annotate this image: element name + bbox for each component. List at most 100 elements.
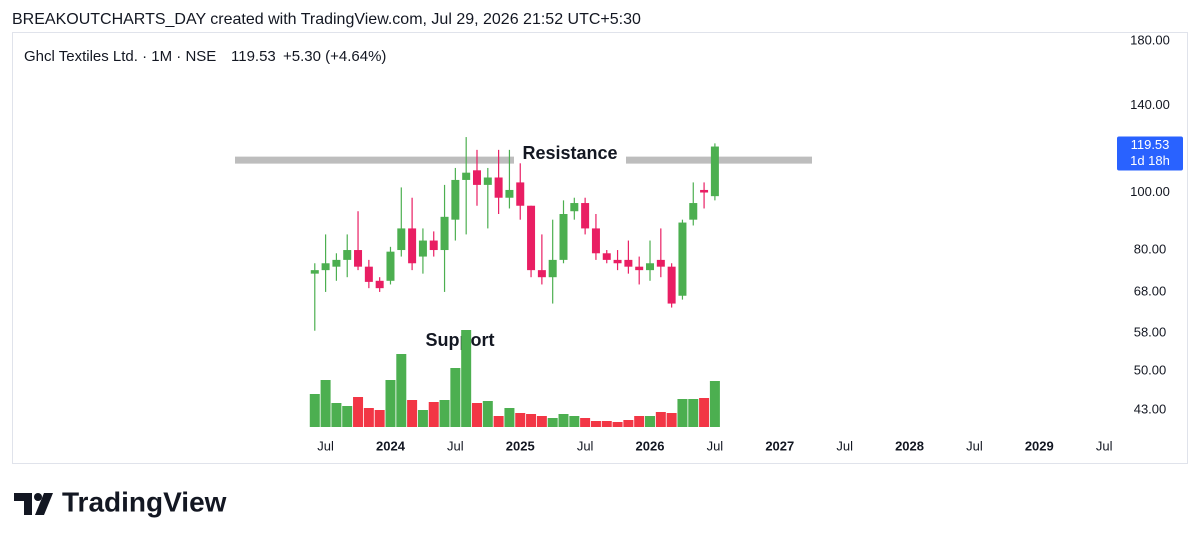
volume-bar <box>482 401 493 427</box>
x-tick-label: Jul <box>836 438 853 453</box>
volume-bar <box>407 400 418 427</box>
volume-bar <box>353 397 364 427</box>
x-tick-label: 2026 <box>636 438 665 453</box>
x-tick-label: Jul <box>707 438 724 453</box>
header: BREAKOUTCHARTS_DAY created with TradingV… <box>12 11 641 28</box>
candle-body <box>375 280 384 289</box>
candle-body <box>613 259 622 264</box>
volume-bar <box>461 330 472 427</box>
candle-body <box>429 240 438 251</box>
y-tick-label: 58.00 <box>1134 324 1167 339</box>
volume-bar <box>536 416 547 427</box>
x-tick-label: 2025 <box>506 438 535 453</box>
volume-bar <box>515 413 526 427</box>
candle-body <box>472 170 481 185</box>
candle-body <box>559 214 568 260</box>
candle-body <box>537 270 546 278</box>
candle-body <box>397 228 406 251</box>
volume-bar <box>331 403 342 427</box>
legend-price: 119.53 <box>231 48 276 65</box>
volume-bar <box>623 420 634 427</box>
chart-title: Ghcl Textiles Ltd. · 1M · NSE <box>24 48 216 65</box>
candle-body <box>624 259 633 267</box>
x-tick-label: Jul <box>966 438 983 453</box>
candle-body <box>516 182 525 206</box>
x-tick-label: 2027 <box>765 438 794 453</box>
volume-bar <box>677 399 688 427</box>
candle-body <box>321 263 330 271</box>
price-label-box <box>1117 136 1183 171</box>
volume-bar <box>504 408 515 427</box>
x-tick-label: 2024 <box>376 438 406 453</box>
x-tick-label: Jul <box>447 438 464 453</box>
volume-bar <box>526 414 537 427</box>
candle-body <box>581 203 590 229</box>
legend-change: +5.30 (+4.64%) <box>283 48 386 65</box>
volume-bar <box>417 410 428 427</box>
candle-body <box>418 240 427 257</box>
volume-bar <box>590 421 601 427</box>
volume-bar <box>699 398 710 427</box>
candle-body <box>440 216 449 251</box>
volume-bar <box>634 416 645 427</box>
volume-bar <box>558 414 569 427</box>
volume-bar <box>471 403 482 427</box>
y-tick-label: 43.00 <box>1134 402 1167 417</box>
logo <box>14 493 53 515</box>
volume-bar <box>666 413 677 427</box>
volume-bar <box>320 380 331 427</box>
candle-body <box>386 251 395 281</box>
y-tick-label: 50.00 <box>1134 363 1167 378</box>
candle-body <box>332 259 341 267</box>
volume-bar <box>428 402 439 427</box>
candle-body <box>667 266 676 304</box>
candle-body <box>505 189 514 198</box>
candle-body <box>548 259 557 278</box>
resistance-label-bg <box>514 149 626 170</box>
volume-bar <box>439 400 450 427</box>
y-tick-label: 68.00 <box>1134 283 1167 298</box>
candle-body <box>656 259 665 267</box>
volume-bar <box>396 354 407 427</box>
y-tick-label: 80.00 <box>1134 241 1167 256</box>
frame <box>12 32 1188 464</box>
y-tick-label: 100.00 <box>1130 184 1170 199</box>
candle-body <box>689 203 698 220</box>
volume-bar <box>580 418 591 427</box>
volume-bar <box>655 412 666 427</box>
candle-body <box>570 203 579 212</box>
volume-bar <box>493 416 504 427</box>
candle-body <box>354 250 363 267</box>
candle-body <box>635 266 644 271</box>
x-tick-label: Jul <box>577 438 594 453</box>
brand: TradingView <box>62 486 227 517</box>
candle-body <box>602 253 611 260</box>
resistance-label: Resistance <box>522 143 617 163</box>
x-tick-label: Jul <box>317 438 334 453</box>
volume-bar <box>601 421 612 427</box>
candle-body <box>700 189 709 193</box>
volume-bar <box>569 416 580 427</box>
price-label: 119.53 <box>1131 137 1170 152</box>
y-tick-label: 180.00 <box>1130 32 1170 47</box>
volume-bar <box>385 380 396 427</box>
countdown: 1d 18h <box>1130 153 1170 168</box>
volume-bar <box>645 416 656 427</box>
candle-body <box>364 266 373 282</box>
candle-body <box>678 222 687 296</box>
support-label: Support <box>426 330 495 350</box>
volume-bar <box>342 406 353 427</box>
candle-body <box>591 228 600 254</box>
candle-body <box>710 146 719 197</box>
volume-bar <box>612 422 623 427</box>
volume-bar <box>450 368 461 427</box>
candle-body <box>483 177 492 185</box>
candle-body <box>343 250 352 260</box>
y-tick-label: 140.00 <box>1130 97 1170 112</box>
volume-bar <box>688 399 699 427</box>
volume-bar <box>374 410 385 427</box>
candle-body <box>527 205 536 271</box>
x-tick-label: Jul <box>1096 438 1113 453</box>
